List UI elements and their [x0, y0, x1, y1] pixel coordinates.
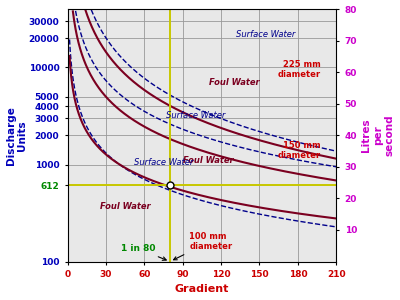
Text: Surface Water: Surface Water: [166, 111, 225, 120]
Text: Foul Water: Foul Water: [209, 78, 259, 87]
Text: 225 mm
diameter: 225 mm diameter: [278, 60, 321, 79]
Text: Foul Water: Foul Water: [100, 202, 150, 211]
Text: 150 mm
diameter: 150 mm diameter: [278, 141, 321, 160]
Text: Surface Water: Surface Water: [134, 158, 193, 167]
Text: 100 mm
diameter: 100 mm diameter: [174, 232, 232, 260]
Text: Surface Water: Surface Water: [236, 30, 296, 39]
Text: Foul Water: Foul Water: [183, 156, 234, 165]
X-axis label: Gradient: Gradient: [175, 284, 229, 294]
Y-axis label: Litres
per
second: Litres per second: [361, 115, 394, 156]
Y-axis label: Discharge
Units: Discharge Units: [6, 106, 27, 165]
Text: 1 in 80: 1 in 80: [121, 244, 166, 260]
